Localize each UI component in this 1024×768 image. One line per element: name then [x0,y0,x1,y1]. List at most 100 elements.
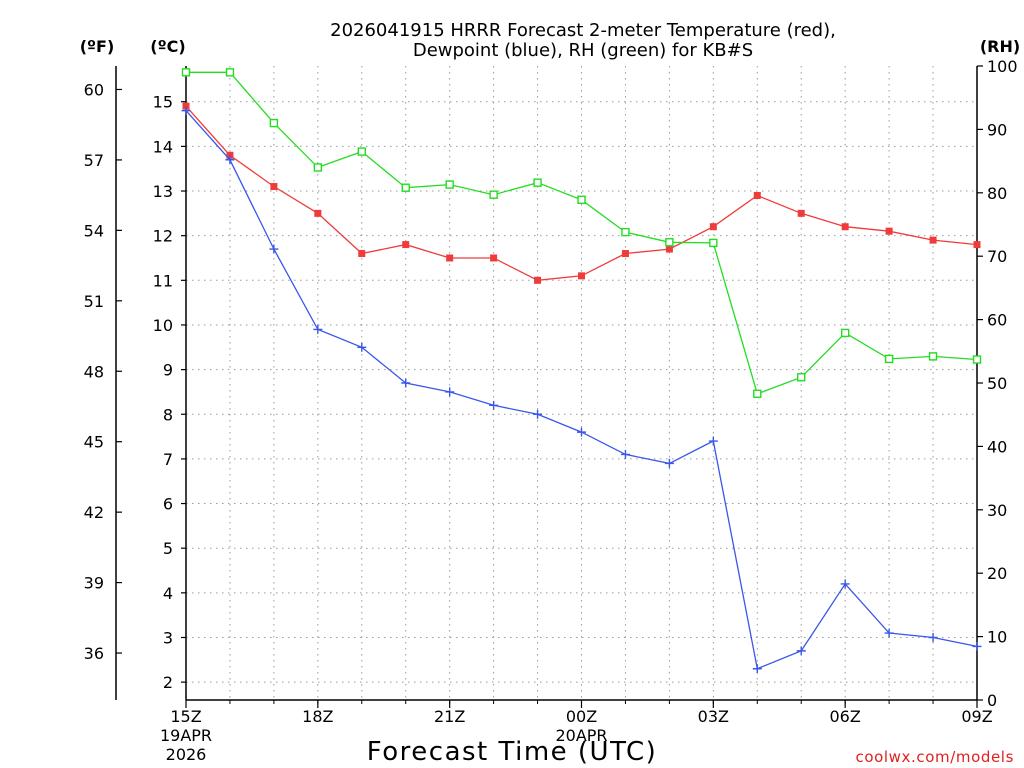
celsius-tick-label: 7 [163,450,173,469]
chart-title-line2: Dewpoint (blue), RH (green) for KB#S [413,40,753,61]
rh-point [753,389,762,398]
dewpoint-point [401,378,411,388]
celsius-tick-label: 15 [153,93,173,112]
fahrenheit-tick-label: 51 [84,292,104,311]
rh-point [797,373,806,382]
celsius-tick-label: 4 [163,584,173,603]
rh-point [840,328,850,338]
temperature-point [929,236,937,244]
dewpoint-point [269,244,279,254]
temperature-point [402,241,410,249]
fahrenheit-units-label: (ºF) [80,37,115,56]
celsius-tick-label: 5 [163,539,173,558]
rh-point [972,355,982,364]
rh-tick-label: 90 [987,120,1007,139]
rh-tick-label: 50 [987,374,1007,393]
dewpoint-point [225,155,235,165]
temperature-point [490,254,498,262]
fahrenheit-tick-label: 48 [84,362,104,381]
dewpoint-point [357,342,367,352]
temperature-point [446,254,454,262]
celsius-tick-label: 14 [153,137,173,156]
x-tick-label: 21Z [434,707,465,726]
fahrenheit-tick-label: 57 [84,151,104,170]
rh-point [269,118,279,128]
rh-point [884,354,894,364]
dewpoint-point [928,632,938,642]
chart-title-line1: 2026041915 HRRR Forecast 2-meter Tempera… [330,20,836,41]
temperature-point [621,250,629,258]
dewpoint-point [313,324,323,334]
rh-tick-label: 0 [987,691,997,710]
temperature-point [534,276,542,284]
dewpoint-point [533,409,543,419]
dewpoint-point [664,458,674,468]
rh-units-label: (RH) [980,37,1020,56]
rh-tick-label: 60 [987,311,1007,330]
rh-point [709,238,718,248]
x-tick-label: 15Z [170,707,201,726]
fahrenheit-tick-label: 54 [84,221,104,240]
dewpoint-point [577,427,586,437]
rh-point [489,190,498,199]
rh-tick-label: 80 [987,184,1007,203]
rh-point [928,352,938,361]
rh-point [401,183,410,192]
gridlines [186,66,977,700]
dewpoint-point [489,400,499,410]
celsius-tick-label: 10 [153,316,173,335]
dewpoint-point [796,646,806,656]
dewpoint-point [445,387,455,397]
temperature-point [709,223,717,231]
temperature-point [665,245,673,253]
temperature-point [973,241,981,249]
temperature-point [841,223,849,231]
x-tick-label: 19APR [160,726,212,745]
axes: 2345678910111213141536394245485154576001… [84,57,1018,764]
celsius-tick-label: 3 [163,628,173,647]
temperature-point [885,227,893,235]
celsius-tick-label: 13 [153,182,173,201]
fahrenheit-tick-label: 39 [84,574,104,593]
x-tick-label: 18Z [302,707,333,726]
x-tick-label: 20APR [555,726,607,745]
rh-point [313,163,323,172]
x-tick-label: 06Z [830,707,861,726]
temperature-point [753,191,761,199]
x-tick-label: 00Z [566,707,597,726]
celsius-tick-label: 11 [153,271,173,290]
dewpoint-point [840,579,850,589]
temperature-point [358,250,366,258]
fahrenheit-tick-label: 42 [84,503,104,522]
dewpoint-point [708,436,718,446]
rh-point [533,178,542,187]
rh-point [621,227,630,237]
rh-tick-label: 40 [987,437,1007,456]
rh-tick-label: 30 [987,501,1007,520]
data-series [181,68,982,674]
x-axis-title: Forecast Time (UTC) [367,737,658,767]
fahrenheit-tick-label: 36 [84,644,104,663]
x-tick-label: 2026 [166,745,207,764]
rh-tick-label: 70 [987,247,1007,266]
x-tick-label: 03Z [698,707,729,726]
temperature-point [314,209,322,217]
celsius-tick-label: 2 [163,673,173,692]
rh-tick-label: 20 [987,564,1007,583]
dewpoint-point [181,106,191,116]
dewpoint-point [884,628,894,638]
rh-point [665,238,674,247]
rh-tick-label: 10 [987,628,1007,647]
rh-point [357,147,366,156]
temperature-point [578,272,585,280]
celsius-tick-label: 6 [163,495,173,514]
dewpoint-series-line [185,110,978,670]
rh-point [181,68,191,77]
fahrenheit-tick-label: 45 [84,433,104,452]
celsius-units-label: (ºC) [150,37,185,56]
celsius-tick-label: 12 [153,227,173,246]
dewpoint-point [972,641,982,651]
x-tick-label: 09Z [961,707,992,726]
fahrenheit-tick-label: 60 [84,80,104,99]
temperature-point [797,209,805,217]
